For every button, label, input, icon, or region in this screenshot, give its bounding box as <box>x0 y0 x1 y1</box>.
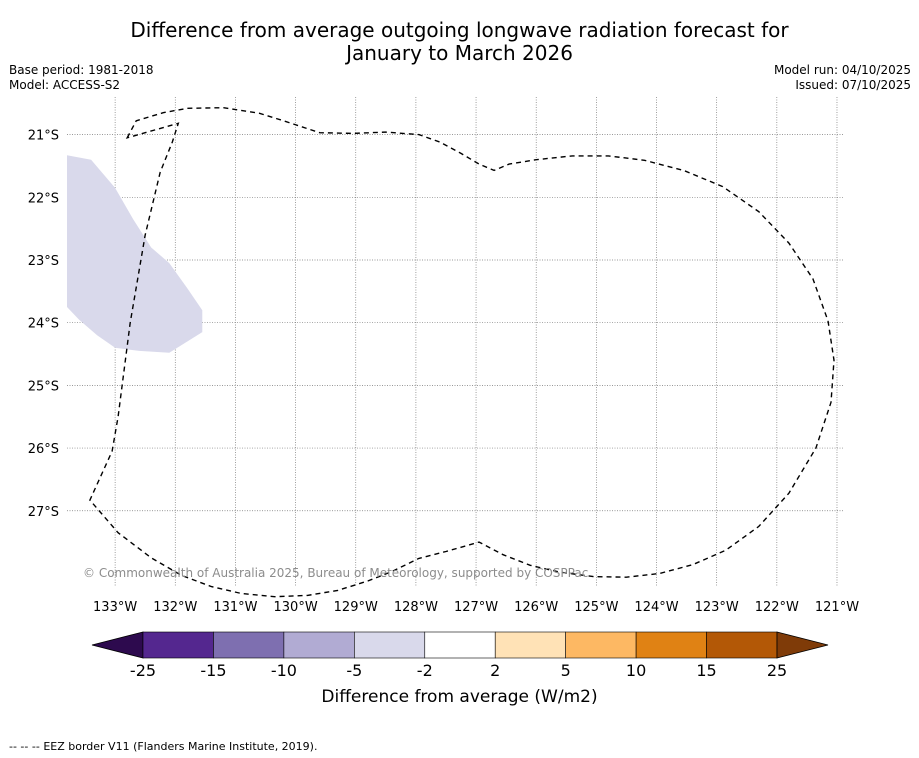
lat-label: 27°S <box>28 505 59 520</box>
eez-legend-marker: -- -- -- <box>9 740 40 753</box>
colorbar-tick-label: 25 <box>767 661 787 680</box>
colorbar-segment <box>283 631 355 659</box>
lat-label: 21°S <box>28 129 59 144</box>
title-line-1: Difference from average outgoing longwav… <box>130 18 789 42</box>
colorbar-over-arrow <box>776 631 829 659</box>
colorbar-segment <box>354 631 426 659</box>
lon-label: 121°W <box>815 600 859 615</box>
colorbar-tick-label: 2 <box>490 661 500 680</box>
colorbar-tick-label: -2 <box>417 661 433 680</box>
footnote: -- -- -- EEZ border V11 (Flanders Marine… <box>9 740 317 753</box>
lon-label: 123°W <box>695 600 739 615</box>
anomaly-region <box>67 155 203 353</box>
model-name: Model: ACCESS-S2 <box>9 78 121 92</box>
lat-label: 24°S <box>28 317 59 332</box>
lon-label: 122°W <box>755 600 799 615</box>
colorbar-segment <box>635 631 707 659</box>
eez-border <box>89 106 835 598</box>
lon-label: 129°W <box>334 600 378 615</box>
colorbar: -25 -15 -10 -5 -2 2 5 10 15 25 <box>91 631 829 680</box>
colorbar-tick-label: 5 <box>561 661 571 680</box>
colorbar-segment <box>706 631 778 659</box>
lon-label: 127°W <box>454 600 498 615</box>
colorbar-segment <box>494 631 566 659</box>
meta-right: Model run: 04/10/2025 Issued: 07/10/2025 <box>774 63 911 93</box>
title-line-2: January to March 2026 <box>346 41 573 65</box>
lon-label: 130°W <box>274 600 318 615</box>
colorbar-under-arrow <box>91 631 144 659</box>
colorbar-tick-label: 15 <box>696 661 716 680</box>
legend-title: Difference from average (W/m2) <box>321 687 598 707</box>
lat-label: 23°S <box>28 254 59 269</box>
lat-label: 26°S <box>28 442 59 457</box>
map-title: Difference from average outgoing longwav… <box>0 19 919 65</box>
lon-label: 128°W <box>394 600 438 615</box>
lat-label: 25°S <box>28 379 59 394</box>
colorbar-tick-label: 10 <box>626 661 646 680</box>
anomaly-region-layer <box>67 155 203 353</box>
lon-label: 124°W <box>634 600 678 615</box>
meta-left: Base period: 1981-2018 Model: ACCESS-S2 <box>9 63 154 93</box>
eez-legend-text: EEZ border V11 (Flanders Marine Institut… <box>43 740 318 753</box>
axis-labels: 21°S 22°S 23°S 24°S 25°S 26°S 27°S 133°W 132°W 13… <box>28 129 860 615</box>
colorbar-tick-label: -10 <box>271 661 297 680</box>
colorbar-segment <box>142 631 214 659</box>
lon-label: 133°W <box>93 600 137 615</box>
lon-label: 125°W <box>574 600 618 615</box>
colorbar-tick-label: -5 <box>346 661 362 680</box>
colorbar-tick-label: -15 <box>200 661 226 680</box>
colorbar-segment <box>424 631 496 659</box>
lon-label: 131°W <box>213 600 257 615</box>
colorbar-tick-label: -25 <box>130 661 156 680</box>
graticule <box>67 97 843 586</box>
lon-label: 132°W <box>153 600 197 615</box>
eez-border-layer <box>89 106 835 598</box>
colorbar-segment <box>565 631 637 659</box>
issued-date: Issued: 07/10/2025 <box>795 78 911 92</box>
lon-label: 126°W <box>514 600 558 615</box>
lat-label: 22°S <box>28 191 59 206</box>
copyright-text: © Commonwealth of Australia 2025, Bureau… <box>83 566 588 580</box>
base-period: Base period: 1981-2018 <box>9 63 154 77</box>
model-run: Model run: 04/10/2025 <box>773 63 911 77</box>
colorbar-segment <box>213 631 285 659</box>
